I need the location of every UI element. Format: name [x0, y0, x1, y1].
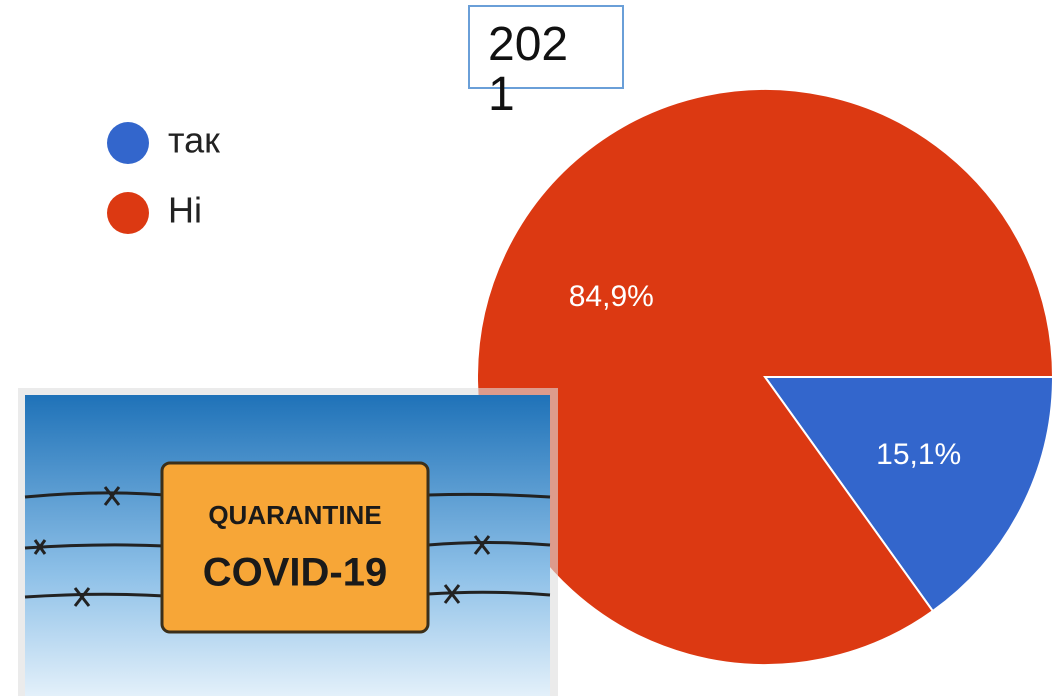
sign-text: QUARANTINE — [208, 500, 381, 530]
sign-text: COVID-19 — [203, 551, 388, 595]
legend-swatch — [107, 122, 149, 164]
legend-label: так — [168, 120, 220, 161]
pie: 15,1% 84,9% — [477, 89, 1053, 665]
data-label: 15,1% — [876, 438, 961, 471]
sign — [162, 463, 428, 632]
chart-title: 2021 — [488, 20, 588, 120]
legend-label: Ні — [168, 190, 202, 231]
data-label: 84,9% — [569, 280, 654, 313]
quarantine-image: QUARANTINE COVID-19 — [18, 388, 558, 696]
page: 15,1% 84,9% так Ні QUARANTINE COVID-19 202… — [0, 0, 1057, 696]
legend-swatch — [107, 192, 149, 234]
legend: так Ні — [107, 120, 220, 234]
